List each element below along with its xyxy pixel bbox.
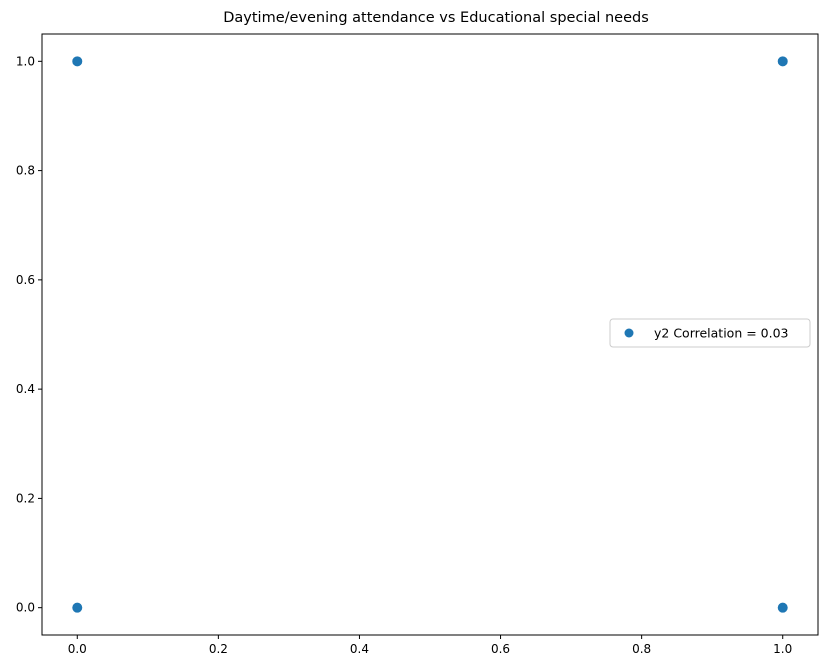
x-tick-label: 0.4 bbox=[350, 642, 369, 656]
y-tick-label: 0.0 bbox=[16, 601, 35, 615]
data-point bbox=[72, 56, 83, 67]
y-tick-label: 0.8 bbox=[16, 164, 35, 178]
x-tick-label: 0.6 bbox=[491, 642, 510, 656]
legend-box bbox=[609, 318, 811, 348]
x-tick-label: 0.2 bbox=[209, 642, 228, 656]
y-tick-label: 0.4 bbox=[16, 382, 35, 396]
legend-label: y2 Correlation = 0.03 bbox=[654, 326, 789, 341]
x-tick-label: 0.8 bbox=[632, 642, 651, 656]
plot-area: 0.0 0.2 0.4 0.6 0.8 1.0 0.0 0.2 0.4 0.6 0.8 1.0 bbox=[16, 33, 819, 656]
legend: y2 Correlation = 0.03 bbox=[609, 318, 811, 348]
x-tick-label: 1.0 bbox=[773, 642, 792, 656]
data-point bbox=[777, 56, 788, 67]
legend-marker bbox=[624, 328, 634, 338]
y-tick-label: 0.6 bbox=[16, 273, 35, 287]
data-point bbox=[72, 602, 83, 613]
data-point bbox=[777, 602, 788, 613]
y-tick-label: 1.0 bbox=[16, 54, 35, 68]
y-tick-label: 0.2 bbox=[16, 491, 35, 505]
axes-frame bbox=[41, 33, 819, 636]
x-tick-label: 0.0 bbox=[68, 642, 87, 656]
chart-title: Daytime/evening attendance vs Educationa… bbox=[223, 10, 649, 26]
